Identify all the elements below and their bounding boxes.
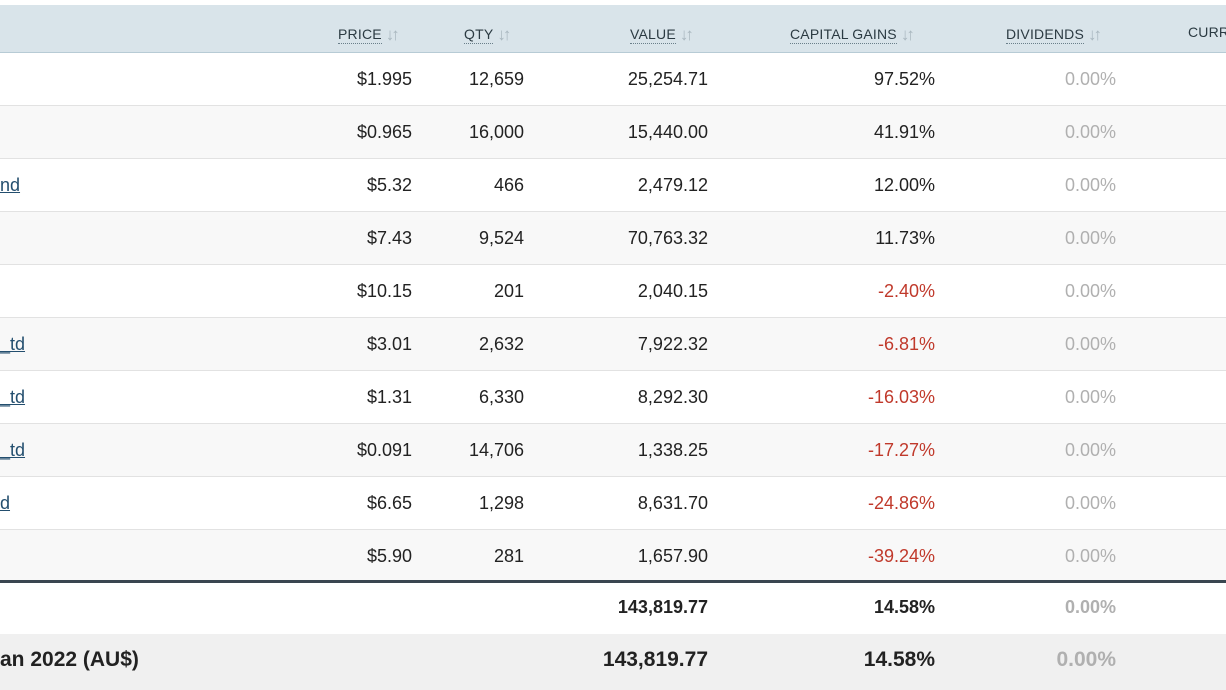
table-row[interactable]: $7.43 9,524 70,763.32 11.73% 0.00% bbox=[0, 212, 1226, 265]
total-value: 143,819.77 bbox=[617, 597, 708, 617]
dividends-cell: 0.00% bbox=[1064, 281, 1116, 301]
sort-icon[interactable]: ↓↑ bbox=[679, 25, 694, 44]
total-dividends: 0.00% bbox=[1064, 597, 1116, 617]
qty-cell: 16,000 bbox=[468, 122, 524, 142]
table-row[interactable]: _td $1.31 6,330 8,292.30 -16.03% 0.00% bbox=[0, 371, 1226, 424]
qty-cell: 201 bbox=[493, 281, 524, 301]
table-row[interactable]: $5.90 281 1,657.90 -39.24% 0.00% bbox=[0, 530, 1226, 583]
qty-cell: 1,298 bbox=[478, 493, 524, 513]
value-cell: 8,292.30 bbox=[637, 387, 708, 407]
dividends-cell: 0.00% bbox=[1064, 69, 1116, 89]
capital-gains-cell: 12.00% bbox=[873, 175, 935, 195]
qty-cell: 12,659 bbox=[468, 69, 524, 89]
summary-row: an 2022 (AU$) 143,819.77 14.58% 0.00% bbox=[0, 634, 1226, 690]
value-cell: 25,254.71 bbox=[627, 69, 708, 89]
total-capital-gains: 14.58% bbox=[873, 597, 935, 617]
price-cell: $5.90 bbox=[366, 546, 412, 566]
dividends-cell: 0.00% bbox=[1064, 334, 1116, 354]
value-cell: 7,922.32 bbox=[637, 334, 708, 354]
dividends-header-label: DIVIDENDS bbox=[1006, 26, 1085, 44]
qty-cell: 14,706 bbox=[468, 440, 524, 460]
table-header: PRICE ↓↑ QTY ↓↑ VALUE ↓↑ CAPITAL GAINS ↓↑ DI… bbox=[0, 5, 1226, 53]
capital-gains-cell: -6.81% bbox=[877, 334, 935, 354]
value-cell: 1,657.90 bbox=[637, 546, 708, 566]
holding-name-link[interactable]: _td bbox=[0, 387, 26, 407]
qty-cell: 6,330 bbox=[478, 387, 524, 407]
capital-gains-header-label: CAPITAL GAINS bbox=[790, 26, 897, 44]
value-cell: 70,763.32 bbox=[627, 228, 708, 248]
price-cell: $10.15 bbox=[356, 281, 412, 301]
sort-icon[interactable]: ↓↑ bbox=[497, 25, 511, 44]
dividends-cell: 0.00% bbox=[1064, 440, 1116, 460]
table-row[interactable]: $1.995 12,659 25,254.71 97.52% 0.00% bbox=[0, 53, 1226, 106]
capital-gains-cell: -24.86% bbox=[867, 493, 935, 513]
column-header-price[interactable]: PRICE ↓↑ bbox=[338, 24, 400, 44]
column-header-qty[interactable]: QTY ↓↑ bbox=[464, 24, 511, 44]
holding-name-link[interactable]: d bbox=[0, 493, 11, 513]
dividends-cell: 0.00% bbox=[1064, 228, 1116, 248]
qty-cell: 2,632 bbox=[478, 334, 524, 354]
price-cell: $5.32 bbox=[366, 175, 412, 195]
column-header-currency[interactable]: CURR bbox=[1188, 24, 1226, 40]
dividends-cell: 0.00% bbox=[1064, 493, 1116, 513]
price-cell: $1.31 bbox=[366, 387, 412, 407]
summary-dividends: 0.00% bbox=[1056, 648, 1116, 671]
dividends-cell: 0.00% bbox=[1064, 387, 1116, 407]
price-cell: $1.995 bbox=[356, 69, 412, 89]
qty-cell: 466 bbox=[493, 175, 524, 195]
price-header-label: PRICE bbox=[338, 26, 382, 44]
capital-gains-cell: 11.73% bbox=[875, 228, 935, 248]
table-row[interactable]: _td $0.091 14,706 1,338.25 -17.27% 0.00% bbox=[0, 424, 1226, 477]
value-header-label: VALUE bbox=[630, 26, 676, 44]
table-row[interactable]: $0.965 16,000 15,440.00 41.91% 0.00% bbox=[0, 106, 1226, 159]
capital-gains-cell: 97.52% bbox=[873, 69, 935, 89]
table-row[interactable]: d $6.65 1,298 8,631.70 -24.86% 0.00% bbox=[0, 477, 1226, 530]
capital-gains-cell: -39.24% bbox=[867, 546, 935, 566]
price-cell: $3.01 bbox=[366, 334, 412, 354]
holding-name-link[interactable]: _td bbox=[0, 440, 26, 460]
value-cell: 15,440.00 bbox=[627, 122, 708, 142]
currency-header-label: CURR bbox=[1188, 24, 1226, 40]
holding-name-link[interactable]: nd bbox=[0, 175, 21, 195]
value-cell: 1,338.25 bbox=[637, 440, 708, 460]
column-header-dividends[interactable]: DIVIDENDS ↓↑ bbox=[1006, 24, 1102, 44]
holding-name-link[interactable]: _td bbox=[0, 334, 26, 354]
value-cell: 2,040.15 bbox=[637, 281, 708, 301]
dividends-cell: 0.00% bbox=[1064, 546, 1116, 566]
value-cell: 8,631.70 bbox=[637, 493, 708, 513]
dividends-cell: 0.00% bbox=[1064, 122, 1116, 142]
summary-label: an 2022 (AU$) bbox=[0, 648, 139, 671]
table-row[interactable]: $10.15 201 2,040.15 -2.40% 0.00% bbox=[0, 265, 1226, 318]
qty-header-label: QTY bbox=[464, 26, 494, 44]
summary-value: 143,819.77 bbox=[602, 648, 708, 671]
sort-icon[interactable]: ↓↑ bbox=[900, 25, 915, 44]
capital-gains-cell: -17.27% bbox=[867, 440, 935, 460]
price-cell: $0.965 bbox=[356, 122, 412, 142]
column-header-value[interactable]: VALUE ↓↑ bbox=[630, 24, 694, 44]
column-header-capital-gains[interactable]: CAPITAL GAINS ↓↑ bbox=[790, 24, 915, 44]
summary-capital-gains: 14.58% bbox=[863, 648, 935, 671]
dividends-cell: 0.00% bbox=[1064, 175, 1116, 195]
capital-gains-cell: -16.03% bbox=[867, 387, 935, 407]
qty-cell: 281 bbox=[493, 546, 524, 566]
sort-icon[interactable]: ↓↑ bbox=[385, 25, 400, 44]
qty-cell: 9,524 bbox=[478, 228, 524, 248]
capital-gains-cell: -2.40% bbox=[877, 281, 935, 301]
capital-gains-cell: 41.91% bbox=[873, 122, 935, 142]
value-cell: 2,479.12 bbox=[637, 175, 708, 195]
table-row[interactable]: _td $3.01 2,632 7,922.32 -6.81% 0.00% bbox=[0, 318, 1226, 371]
price-cell: $7.43 bbox=[366, 228, 412, 248]
price-cell: $0.091 bbox=[356, 440, 412, 460]
table-row[interactable]: nd $5.32 466 2,479.12 12.00% 0.00% bbox=[0, 159, 1226, 212]
price-cell: $6.65 bbox=[366, 493, 412, 513]
total-row: 143,819.77 14.58% 0.00% bbox=[0, 580, 1226, 636]
sort-icon[interactable]: ↓↑ bbox=[1088, 25, 1102, 44]
